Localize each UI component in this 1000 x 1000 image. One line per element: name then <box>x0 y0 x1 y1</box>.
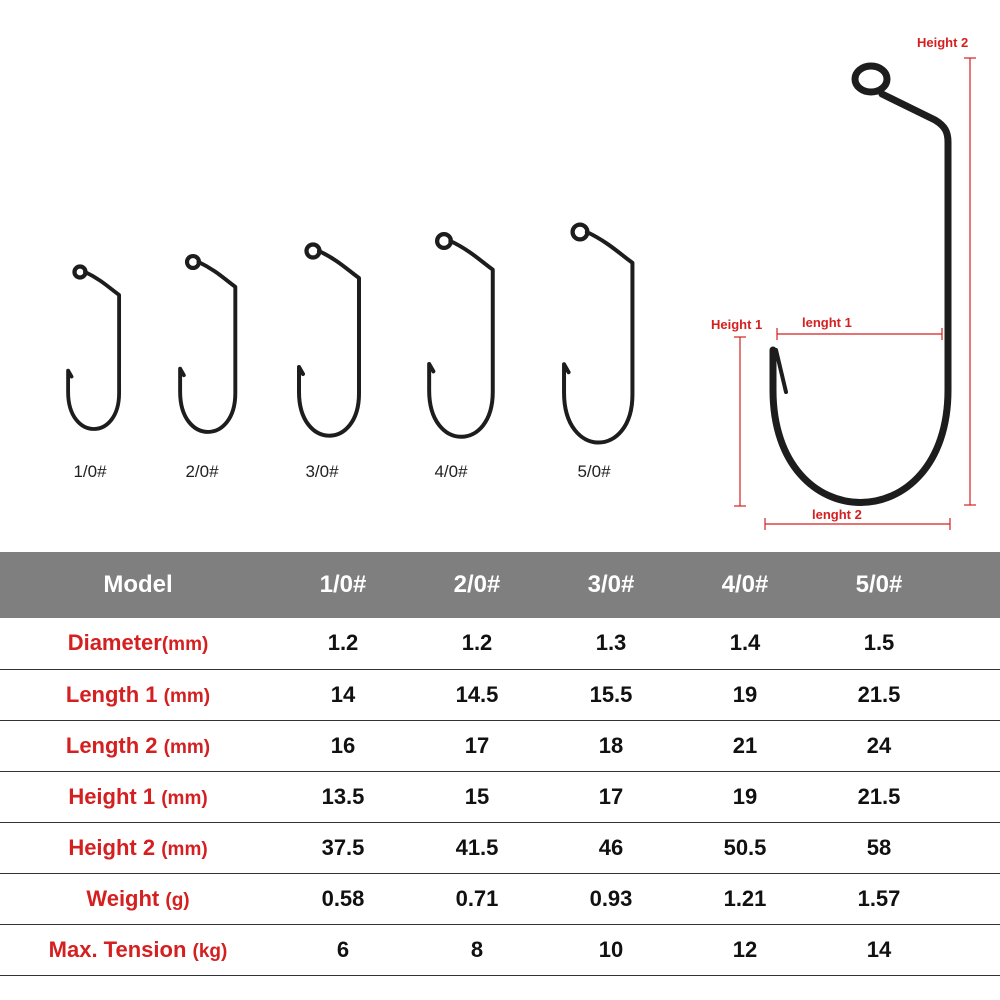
row-spacer <box>946 822 1000 873</box>
row-label-text: Height 2 <box>68 834 162 860</box>
table-cell: 16 <box>330 732 356 758</box>
table-cell: 37.5 <box>321 834 365 860</box>
row-label: Length 1 (mm) <box>0 669 276 720</box>
table-cell: 17 <box>464 732 490 758</box>
table-cell: 15 <box>464 783 490 809</box>
table-cell: 14 <box>866 936 892 962</box>
row-spacer <box>946 771 1000 822</box>
table-header-row: Model 1/0# 2/0# 3/0# 4/0# 5/0# <box>0 552 1000 618</box>
table-cell: 21 <box>732 732 758 758</box>
length1-label: lenght 1 <box>802 315 852 330</box>
table-cell: 24 <box>866 732 892 758</box>
table-cell: 1.21 <box>723 885 767 911</box>
table-cell: 58 <box>866 834 892 860</box>
row-label: Max. Tension (kg) <box>0 924 276 975</box>
table-row: Diameter(mm) 1.2 1.2 1.3 1.4 1.5 <box>0 618 1000 669</box>
row-label-text: Length 1 <box>65 681 164 707</box>
length2-label: lenght 2 <box>812 507 862 522</box>
column-header-3-0: 3/0# <box>587 571 635 598</box>
row-label: Height 2 (mm) <box>0 822 276 873</box>
table-cell: 1.57 <box>857 885 901 911</box>
large-hook-icon <box>769 62 952 506</box>
row-unit: (mm) <box>163 685 211 707</box>
table-cell: 1.2 <box>327 630 359 656</box>
table-cell: 0.71 <box>455 885 499 911</box>
table-cell: 1.2 <box>461 630 493 656</box>
row-unit: (mm) <box>163 736 211 758</box>
height1-label: Height 1 <box>711 317 763 332</box>
table-cell: 19 <box>732 681 758 707</box>
hook-size-label-3-0: 3/0# <box>305 462 339 481</box>
hook-size-label-1-0: 1/0# <box>73 462 107 481</box>
row-unit: (mm) <box>161 634 209 656</box>
table-cell: 1.4 <box>729 630 761 656</box>
table-cell: 41.5 <box>455 834 499 860</box>
table-cell: 13.5 <box>321 783 365 809</box>
table-cell: 19 <box>732 783 758 809</box>
table-row: Max. Tension (kg) 6 8 10 12 14 <box>0 924 1000 975</box>
hook-size-label-5-0: 5/0# <box>577 462 611 481</box>
table-cell: 17 <box>598 783 624 809</box>
spec-table: Model 1/0# 2/0# 3/0# 4/0# 5/0# Diameter(… <box>0 552 1000 976</box>
header-spacer <box>946 552 1000 618</box>
table-cell: 6 <box>336 936 350 962</box>
row-label-text: Weight <box>86 885 166 911</box>
row-label: Length 2 (mm) <box>0 720 276 771</box>
column-header-5-0: 5/0# <box>855 571 903 598</box>
table-cell: 1.5 <box>863 630 895 656</box>
hook-4-0-icon <box>427 231 495 439</box>
column-header-4-0: 4/0# <box>721 571 769 598</box>
row-unit: (mm) <box>161 838 208 860</box>
row-label: Weight (g) <box>0 873 276 924</box>
table-cell: 21.5 <box>857 783 901 809</box>
row-label-text: Height 1 <box>68 783 162 809</box>
row-label-text: Diameter <box>67 630 162 656</box>
hook-sizes-figure <box>66 57 976 530</box>
table-cell: 12 <box>732 936 758 962</box>
table-cell: 14.5 <box>455 681 499 707</box>
hook-2-0-icon <box>178 253 238 434</box>
row-spacer <box>946 873 1000 924</box>
row-label-text: Length 2 <box>65 732 164 758</box>
hook-5-0-icon <box>562 222 635 445</box>
table-row: Length 1 (mm) 14 14.5 15.5 19 21.5 <box>0 669 1000 720</box>
column-header-1-0: 1/0# <box>319 571 367 598</box>
row-label: Height 1 (mm) <box>0 771 276 822</box>
row-label-text: Max. Tension <box>48 936 193 962</box>
table-row: Height 2 (mm) 37.5 41.5 46 50.5 58 <box>0 822 1000 873</box>
table-row: Weight (g) 0.58 0.71 0.93 1.21 1.57 <box>0 873 1000 924</box>
height2-label: Height 2 <box>917 35 969 50</box>
dimension-lines <box>734 57 976 530</box>
table-cell: 14 <box>330 681 356 707</box>
row-label: Diameter(mm) <box>0 618 276 669</box>
table-cell: 18 <box>598 732 624 758</box>
hook-3-0-icon <box>297 242 361 438</box>
table-cell: 46 <box>598 834 624 860</box>
table-cell: 1.3 <box>595 630 627 656</box>
table-cell: 15.5 <box>589 681 633 707</box>
table-cell: 0.93 <box>589 885 633 911</box>
row-spacer <box>946 720 1000 771</box>
row-spacer <box>946 924 1000 975</box>
row-spacer <box>946 618 1000 669</box>
row-unit: (mm) <box>161 787 208 809</box>
table-cell: 21.5 <box>857 681 901 707</box>
row-unit: (kg) <box>192 940 228 962</box>
table-row: Length 2 (mm) 16 17 18 21 24 <box>0 720 1000 771</box>
row-unit: (g) <box>165 889 190 911</box>
table-cell: 8 <box>470 936 484 962</box>
row-spacer <box>946 669 1000 720</box>
column-header-model: Model <box>103 571 173 598</box>
column-header-2-0: 2/0# <box>453 571 501 598</box>
table-row: Height 1 (mm) 13.5 15 17 19 21.5 <box>0 771 1000 822</box>
table-cell: 50.5 <box>723 834 767 860</box>
table-cell: 10 <box>598 936 624 962</box>
hook-1-0-icon <box>66 264 122 431</box>
hook-size-label-2-0: 2/0# <box>185 462 219 481</box>
table-cell: 0.58 <box>321 885 365 911</box>
hook-size-label-4-0: 4/0# <box>434 462 468 481</box>
